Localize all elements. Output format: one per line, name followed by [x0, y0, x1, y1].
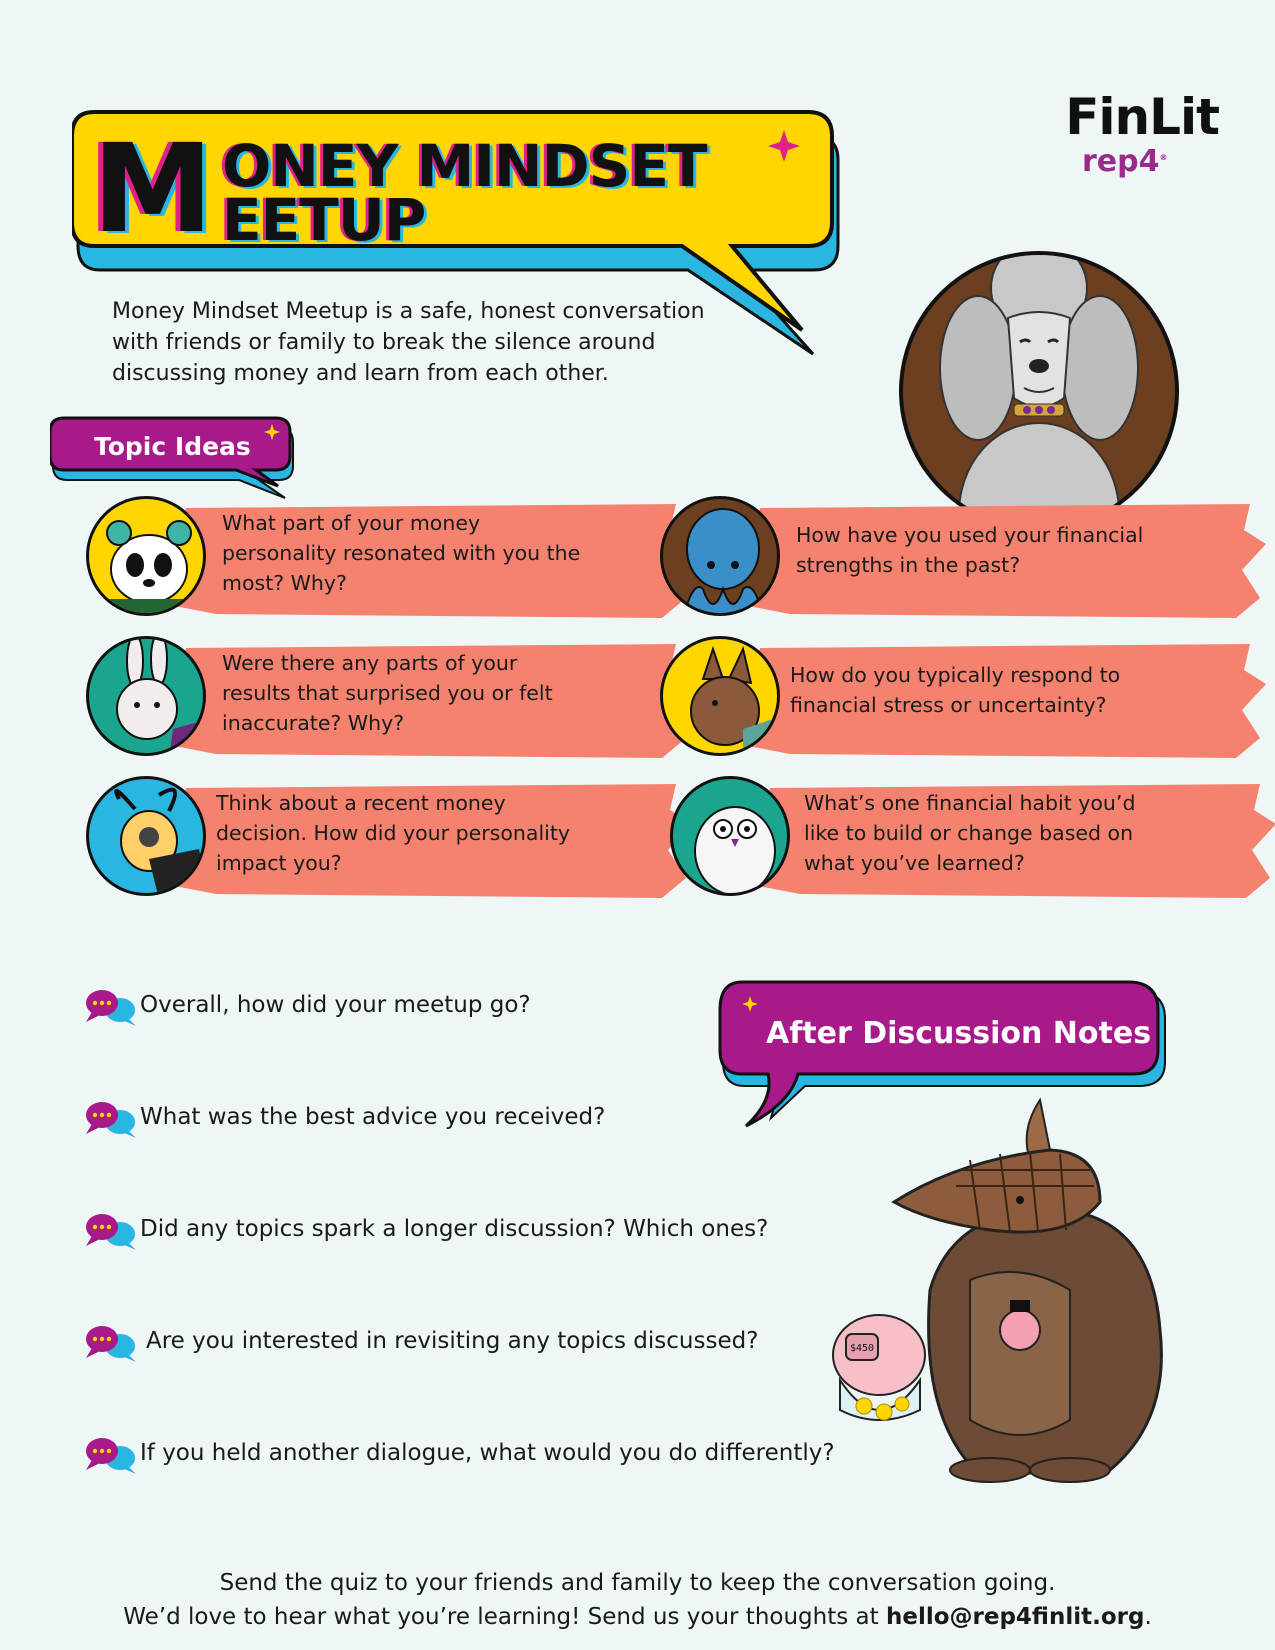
- octopus-avatar: [660, 496, 780, 616]
- topic-card: How have you used your financial strengt…: [660, 496, 1266, 622]
- chat-bubbles-icon: [86, 1438, 136, 1474]
- owl-avatar: [670, 776, 790, 896]
- question-text: What was the best advice you received?: [140, 1104, 606, 1130]
- question-text: Overall, how did your meetup go?: [140, 992, 531, 1018]
- chat-bubbles-icon: [86, 990, 136, 1026]
- brush-stroke: [160, 784, 692, 898]
- sparkle-icon: [742, 996, 758, 1012]
- panda-avatar: [86, 496, 206, 616]
- registered-mark: ®: [1159, 153, 1168, 162]
- sparkle-icon: [768, 130, 800, 162]
- title-line-2: EETUP: [222, 186, 426, 254]
- question-text: Did any topics spark a longer discussion…: [140, 1216, 769, 1242]
- after-bubble-shape: [718, 980, 1166, 1128]
- topic-text: Think about a recent money decision. How…: [216, 791, 571, 875]
- topic-text: What’s one financial habit you’d like to…: [804, 791, 1136, 875]
- footer-line-2-suffix: .: [1144, 1604, 1152, 1630]
- topic-text: Were there any parts of your results tha…: [222, 651, 553, 735]
- contact-email-link[interactable]: hello@rep4finlit.org: [885, 1604, 1145, 1630]
- footer-line-1: Send the quiz to your friends and family…: [219, 1570, 1056, 1596]
- after-discussion-text: After Discussion Notes: [766, 1016, 1152, 1051]
- sparkle-icon: [264, 424, 280, 440]
- brush-stroke: [734, 504, 1266, 618]
- topic-card: What part of your money personality reso…: [86, 496, 692, 622]
- question-text: If you held another dialogue, what would…: [140, 1440, 835, 1466]
- speech-bubble-shape: [72, 110, 840, 356]
- chat-bubbles-icon: [86, 1102, 136, 1138]
- topic-card: Were there any parts of your results tha…: [86, 636, 692, 762]
- finlit-logo: FinLit: [1065, 88, 1220, 146]
- rabbit-avatar: [86, 636, 206, 756]
- topic-text: How have you used your financial strengt…: [796, 523, 1144, 577]
- piggy-label: $450: [850, 1343, 874, 1354]
- after-discussion-label: After Discussion Notes: [718, 980, 1168, 1130]
- topic-ideas-label: Topic Ideas: [48, 416, 300, 502]
- footer: Send the quiz to your friends and family…: [0, 1566, 1275, 1634]
- topic-text: How do you typically respond to financia…: [790, 663, 1121, 717]
- topic-card: How do you typically respond to financia…: [660, 636, 1266, 762]
- question-text: Are you interested in revisiting any top…: [146, 1328, 759, 1354]
- bee-avatar: [86, 776, 206, 896]
- title-line-1: ONEY MINDSET: [222, 132, 708, 200]
- chat-bubbles-icon: [86, 1326, 136, 1362]
- brush-stroke: [160, 644, 692, 758]
- kangaroo-avatar: [660, 636, 780, 756]
- rep4-logo: rep4®: [1082, 144, 1168, 179]
- topic-bubble-shape: [48, 416, 294, 499]
- title-banner: M ONEY MINDSET EETUP: [72, 108, 864, 368]
- brush-stroke: [734, 644, 1266, 758]
- brush-stroke: [744, 784, 1275, 898]
- intro-text: Money Mindset Meetup is a safe, honest c…: [112, 299, 705, 386]
- topic-card: Think about a recent money decision. How…: [86, 776, 692, 902]
- title-big-letter: M: [92, 118, 213, 260]
- piggy-bank: $450: [824, 1300, 934, 1430]
- footer-line-2-prefix: We’d love to hear what you’re learning! …: [123, 1604, 886, 1630]
- topic-text: What part of your money personality reso…: [222, 511, 581, 595]
- topic-card: What’s one financial habit you’d like to…: [670, 776, 1275, 902]
- footer-line-2: We’d love to hear what you’re learning! …: [0, 1600, 1275, 1634]
- rep4-logo-text: rep4: [1082, 144, 1160, 179]
- chat-bubbles-icon: [86, 1214, 136, 1250]
- topic-ideas-text: Topic Ideas: [94, 432, 251, 461]
- brush-stroke: [160, 504, 692, 618]
- poodle-illustration: [896, 248, 1182, 534]
- armadillo-illustration: $450: [832, 1090, 1190, 1490]
